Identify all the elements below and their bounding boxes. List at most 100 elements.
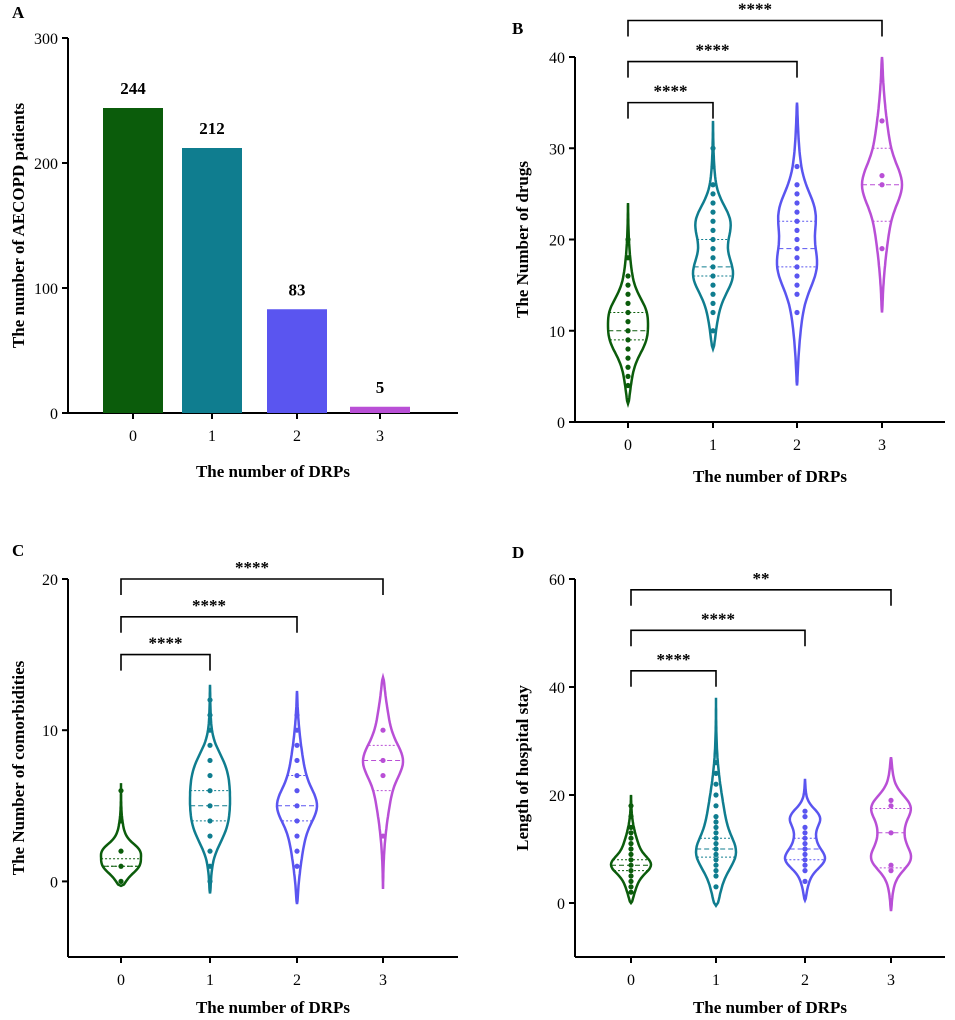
data-point <box>380 772 386 779</box>
data-point <box>625 273 631 279</box>
bracket-line <box>627 19 883 37</box>
x-tick-label: 2 <box>293 972 301 989</box>
data-point <box>207 863 213 869</box>
data-point <box>713 803 719 809</box>
y-axis-title: The Number of drugs <box>513 161 532 318</box>
data-point <box>888 830 894 836</box>
significance-label: ** <box>753 569 770 588</box>
data-point <box>879 182 885 188</box>
data-point <box>713 873 719 879</box>
data-point <box>628 803 634 809</box>
data-point <box>294 727 300 733</box>
y-tick-label: 0 <box>50 406 58 423</box>
data-point <box>628 814 634 820</box>
violin-outline <box>275 690 319 905</box>
data-point <box>794 191 800 197</box>
y-tick-label: 300 <box>34 31 58 48</box>
data-point <box>713 851 719 858</box>
data-point <box>794 236 800 243</box>
data-point <box>710 309 716 316</box>
data-point <box>713 770 719 777</box>
data-point <box>713 884 719 890</box>
data-point <box>625 364 631 370</box>
data-point <box>207 803 213 809</box>
data-point <box>713 814 719 820</box>
y-tick-label: 60 <box>549 572 565 589</box>
violin-outline <box>869 756 913 912</box>
data-point <box>294 757 300 764</box>
violin-3 <box>869 756 913 912</box>
significance-bracket: **** <box>120 558 384 595</box>
data-point <box>802 814 808 820</box>
y-tick-label: 20 <box>549 233 565 250</box>
data-point <box>625 282 631 288</box>
significance-bracket: **** <box>627 82 714 119</box>
y-axis-title: Length of hospital stay <box>513 685 532 851</box>
data-point <box>625 355 631 361</box>
data-point <box>118 878 124 885</box>
x-tick-label: 3 <box>878 437 886 454</box>
bar <box>267 309 327 413</box>
y-tick-label: 40 <box>549 680 565 697</box>
data-point <box>628 868 634 874</box>
data-point <box>879 246 885 252</box>
bracket-line <box>630 629 806 647</box>
data-point <box>294 742 300 748</box>
data-point <box>713 868 719 874</box>
panel-D: D 0 20 40 60 0 1 2 3 The number of DRPs Length of … <box>512 543 945 1017</box>
y-tick-label: 20 <box>549 788 565 805</box>
data-point <box>879 173 885 179</box>
violin-0 <box>606 202 650 409</box>
y-tick-label: 10 <box>42 723 58 740</box>
data-point <box>794 209 800 215</box>
bracket-line <box>120 653 211 671</box>
y-tick-label: 0 <box>50 874 58 891</box>
significance-label: **** <box>738 0 772 19</box>
significance-label: **** <box>192 596 226 615</box>
data-point <box>118 818 124 824</box>
data-point <box>628 889 634 895</box>
data-point <box>380 727 386 733</box>
data-point <box>118 788 124 794</box>
data-point <box>888 803 894 809</box>
y-tick-label: 0 <box>557 896 565 913</box>
data-point <box>710 246 716 252</box>
data-point <box>628 873 634 879</box>
data-point <box>802 868 808 874</box>
data-point <box>628 841 634 847</box>
y-tick-label: 200 <box>34 156 58 173</box>
data-point <box>625 328 631 334</box>
violin-3 <box>361 672 405 890</box>
data-point <box>207 712 213 718</box>
y-tick-label: 20 <box>42 572 58 589</box>
panel-letter: A <box>12 3 25 22</box>
data-point <box>794 282 800 288</box>
data-point <box>294 788 300 794</box>
data-point <box>294 712 300 718</box>
bar <box>103 108 163 413</box>
data-point <box>118 848 124 854</box>
y-axis-title: The number of AECOPD patients <box>9 102 28 348</box>
violin-3 <box>860 56 904 313</box>
data-point <box>710 291 716 297</box>
data-point <box>628 857 634 863</box>
data-point <box>713 760 719 766</box>
significance-bracket: **** <box>630 650 717 687</box>
data-point <box>628 862 634 868</box>
x-axis-title: The number of DRPs <box>196 998 350 1017</box>
data-point <box>802 841 808 847</box>
data-point <box>888 868 894 874</box>
data-point <box>380 833 386 839</box>
y-tick-label: 30 <box>549 141 565 158</box>
x-tick-label: 0 <box>624 437 632 454</box>
y-tick-label: 100 <box>34 281 58 298</box>
data-point <box>710 300 716 306</box>
data-point <box>794 163 800 170</box>
significance-label: **** <box>235 558 269 577</box>
violin-outline <box>188 684 232 894</box>
data-point <box>713 862 719 868</box>
x-tick-label: 0 <box>627 972 635 989</box>
data-point <box>713 819 719 825</box>
data-point <box>710 218 716 224</box>
bar-value-label: 244 <box>120 79 146 98</box>
